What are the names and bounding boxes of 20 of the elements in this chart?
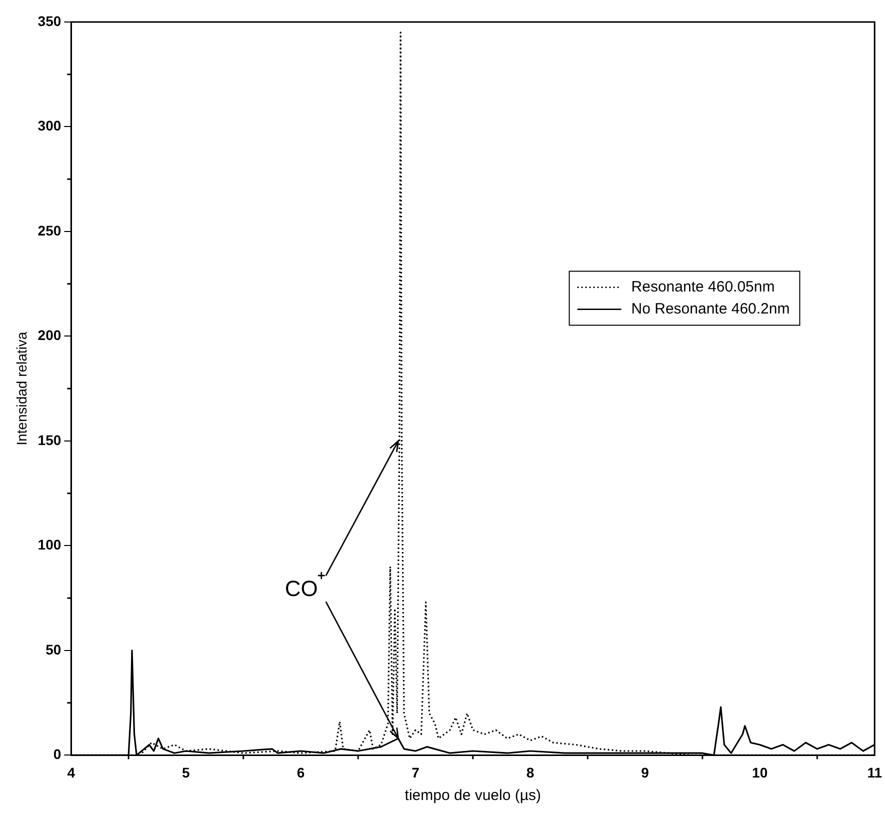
legend-label: No Resonante 460.2nm [631, 300, 790, 318]
x-tick-label: 6 [296, 764, 305, 780]
x-tick-label: 9 [641, 764, 650, 780]
x-tick-label: 5 [182, 764, 190, 780]
x-tick-label: 10 [752, 764, 768, 780]
x-tick-label: 11 [867, 764, 882, 780]
y-axis-title: Intensidad relativa [13, 332, 30, 446]
y-tick-label: 200 [38, 327, 62, 344]
x-axis-title: tiempo de vuelo (µs) [404, 787, 541, 804]
y-tick-label: 0 [53, 746, 62, 762]
y-tick-label: 300 [38, 118, 62, 134]
legend-label: Resonante 460.05nm [631, 278, 775, 296]
x-tick-label: 7 [412, 764, 420, 780]
y-tick-label: 250 [38, 222, 62, 238]
y-tick-label: 100 [38, 536, 62, 553]
x-tick-label: 8 [526, 764, 534, 780]
y-tick-label: 50 [46, 641, 62, 658]
x-tick-label: 4 [67, 764, 76, 780]
y-tick-label: 150 [38, 432, 62, 448]
y-tick-label: 350 [38, 12, 62, 29]
